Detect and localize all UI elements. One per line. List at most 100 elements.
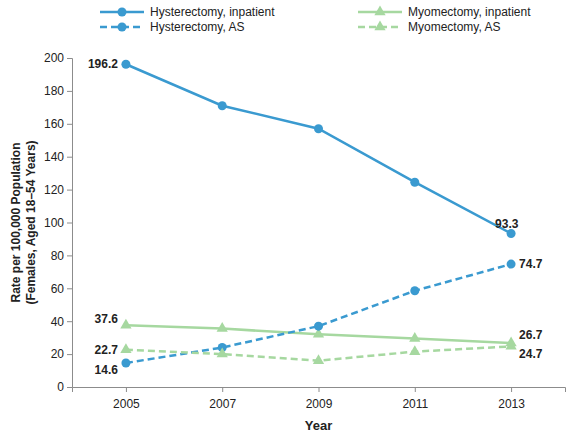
data-point xyxy=(313,354,324,364)
legend-marker xyxy=(118,8,127,17)
data-point xyxy=(120,343,131,353)
y-tick: 60 xyxy=(51,282,72,296)
y-tick: 140 xyxy=(44,150,72,164)
y-tick: 120 xyxy=(44,183,72,197)
marks xyxy=(120,60,516,368)
legend-marker xyxy=(374,5,385,15)
y-tick-label: 200 xyxy=(44,51,64,65)
y-tick-mark xyxy=(67,58,72,59)
data-point xyxy=(409,332,420,342)
y-tick: 200 xyxy=(44,51,72,65)
x-tick-mark xyxy=(222,387,223,392)
data-labels: 196.293.337.626.714.674.722.724.7 xyxy=(88,57,543,377)
y-tick: 160 xyxy=(44,117,72,131)
x-tick: 2009 xyxy=(306,387,333,411)
legend-item: Myomectomy, AS xyxy=(358,20,500,34)
marker-group xyxy=(313,354,324,364)
y-axis-line xyxy=(67,59,73,388)
y-tick: 100 xyxy=(44,216,72,230)
legend-label: Myomectomy, inpatient xyxy=(408,5,531,19)
y-tick-mark xyxy=(67,354,72,355)
marker-group xyxy=(121,60,130,69)
x-tick: 2013 xyxy=(498,387,525,411)
x-tick-mark xyxy=(511,387,512,392)
data-point xyxy=(217,348,228,358)
y-tick-label: 80 xyxy=(51,249,65,263)
legend-item: Hysterectomy, AS xyxy=(100,20,244,34)
marker-group xyxy=(314,124,323,133)
y-tick-mark xyxy=(67,321,72,322)
data-point xyxy=(505,340,516,350)
y-tick-label: 20 xyxy=(51,347,65,361)
plot: 0204060801001201401601802002005200720092… xyxy=(44,51,566,411)
y-tick-mark xyxy=(67,190,72,191)
data-point xyxy=(121,60,130,69)
y-tick-mark xyxy=(67,255,72,256)
data-label: 74.7 xyxy=(519,257,543,271)
data-label: 14.6 xyxy=(95,363,119,377)
legend-marker-group xyxy=(374,5,385,15)
marker-group xyxy=(121,358,130,367)
x-tick-label: 2013 xyxy=(498,397,525,411)
legend-item: Hysterectomy, inpatient xyxy=(100,5,275,19)
legend-label: Hysterectomy, AS xyxy=(150,20,244,34)
y-tick-label: 40 xyxy=(51,315,65,329)
y-tick-label: 180 xyxy=(44,84,64,98)
marker-group xyxy=(409,332,420,342)
x-tick-label: 2009 xyxy=(306,397,333,411)
chart: 0204060801001201401601802002005200720092… xyxy=(0,0,580,440)
y-tick-mark xyxy=(67,223,72,224)
data-label: 93.3 xyxy=(495,217,519,231)
marker-group xyxy=(120,319,131,329)
data-point xyxy=(410,286,419,295)
y-tick: 40 xyxy=(51,315,72,329)
x-axis-line xyxy=(73,388,566,393)
legend-item: Myomectomy, inpatient xyxy=(358,5,531,19)
data-point xyxy=(314,124,323,133)
y-axis-title: (Females, Aged 18–54 Years) xyxy=(24,140,38,304)
legend-marker-group xyxy=(374,20,385,30)
y-tick-label: 100 xyxy=(44,216,64,230)
x-tick: 2011 xyxy=(402,387,428,411)
marker-group xyxy=(218,101,227,110)
marker-group xyxy=(410,178,419,187)
y-axis: 0 20 40 60 80 100 120 140 160 180 200 xyxy=(44,51,73,394)
legend-marker-group xyxy=(118,8,127,17)
y-tick-mark xyxy=(67,157,72,158)
data-label: 22.7 xyxy=(95,343,119,357)
y-tick-label: 160 xyxy=(44,117,64,131)
y-tick: 20 xyxy=(51,347,72,361)
legend-marker xyxy=(374,20,385,30)
legend-label: Hysterectomy, inpatient xyxy=(150,5,275,19)
marker-group xyxy=(120,343,131,353)
series-line xyxy=(126,64,511,233)
marker-group xyxy=(507,260,516,269)
y-tick: 80 xyxy=(51,249,72,263)
data-point xyxy=(120,319,131,329)
marker-group xyxy=(409,345,420,355)
y-tick-label: 0 xyxy=(57,380,64,394)
x-axis: 20052007200920112013 xyxy=(73,387,566,411)
y-tick-mark xyxy=(67,387,72,388)
marker-group xyxy=(505,340,516,350)
data-point xyxy=(217,322,228,332)
data-label: 24.7 xyxy=(519,347,543,361)
legend: Hysterectomy, inpatient Myomectomy, inpat… xyxy=(100,5,531,34)
data-point xyxy=(409,345,420,355)
x-tick-mark xyxy=(319,387,320,392)
y-tick: 0 xyxy=(57,380,72,394)
data-point xyxy=(314,322,323,331)
y-tick-label: 120 xyxy=(44,183,64,197)
marker-group xyxy=(314,322,323,331)
legend-label: Myomectomy, AS xyxy=(408,20,500,34)
x-tick-mark xyxy=(126,387,127,392)
y-tick-label: 140 xyxy=(44,150,64,164)
data-label: 37.6 xyxy=(95,312,119,326)
x-tick-label: 2007 xyxy=(209,397,236,411)
x-tick-label: 2011 xyxy=(402,397,428,411)
y-tick-mark xyxy=(67,288,72,289)
marker-group xyxy=(217,322,228,332)
x-tick: 2007 xyxy=(209,387,236,411)
series-line xyxy=(126,264,511,363)
y-tick-mark xyxy=(67,91,72,92)
